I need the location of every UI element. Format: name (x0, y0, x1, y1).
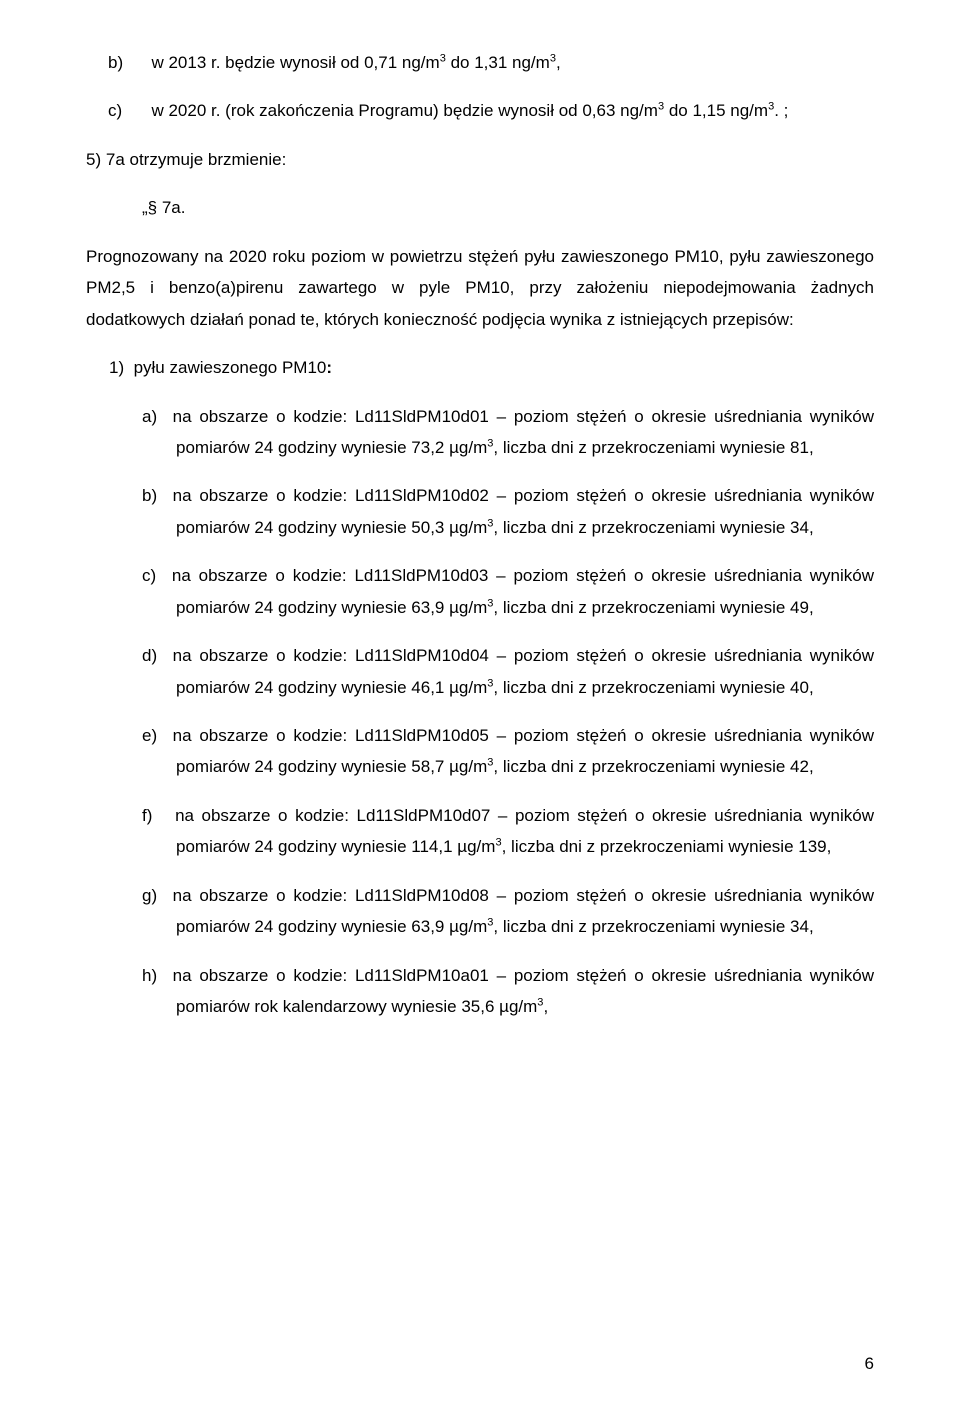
text-b-1: w 2013 r. będzie wynosił od 0,71 ng/m (151, 53, 439, 72)
label-sub-a: a) (142, 407, 157, 426)
item-5: 5) 7a otrzymuje brzmienie: (86, 144, 874, 175)
post-a: , liczba dni z przekroczeniami wyniesie … (493, 438, 813, 457)
post-d: , liczba dni z przekroczeniami wyniesie … (493, 678, 813, 697)
post-c: , liczba dni z przekroczeniami wyniesie … (493, 598, 813, 617)
document-page: b) w 2013 r. będzie wynosił od 0,71 ng/m… (0, 0, 960, 1407)
subitem-d: d) na obszarze o kodzie: Ld11SldPM10d04 … (176, 640, 874, 703)
section-7a-body: Prognozowany na 2020 roku poziom w powie… (86, 241, 874, 335)
text-b-3: , (556, 53, 561, 72)
text-c-3: . ; (774, 101, 788, 120)
label-5: 5) (86, 150, 101, 169)
subitem-a: a) na obszarze o kodzie: Ld11SldPM10d01 … (176, 401, 874, 464)
text-c-1: w 2020 r. (rok zakończenia Programu) będ… (151, 101, 657, 120)
item-c: c) w 2020 r. (rok zakończenia Programu) … (176, 95, 874, 126)
text-5: 7a otrzymuje brzmienie: (106, 150, 286, 169)
colon-1: : (326, 358, 332, 377)
label-sub-g: g) (142, 886, 157, 905)
post-f: , liczba dni z przekroczeniami wyniesie … (502, 837, 832, 856)
subitem-h: h) na obszarze o kodzie: Ld11SldPM10a01 … (176, 960, 874, 1023)
heading-7a: „§ 7a. (142, 198, 185, 217)
section-7a-heading: „§ 7a. (142, 192, 874, 223)
label-sub-c: c) (142, 566, 156, 585)
item-b: b) w 2013 r. będzie wynosił od 0,71 ng/m… (176, 47, 874, 78)
post-h: , (543, 997, 548, 1016)
post-e: , liczba dni z przekroczeniami wyniesie … (493, 757, 813, 776)
subitem-e: e) na obszarze o kodzie: Ld11SldPM10d05 … (176, 720, 874, 783)
post-g: , liczba dni z przekroczeniami wyniesie … (493, 917, 813, 936)
list-item-1: 1) pyłu zawieszonego PM10: (109, 352, 874, 383)
label-1: 1) (109, 358, 124, 377)
label-sub-h: h) (142, 966, 157, 985)
subitem-g: g) na obszarze o kodzie: Ld11SldPM10d08 … (176, 880, 874, 943)
text-c-2: do 1,15 ng/m (664, 101, 768, 120)
label-sub-d: d) (142, 646, 157, 665)
text-1: pyłu zawieszonego PM10 (134, 358, 327, 377)
post-b: , liczba dni z przekroczeniami wyniesie … (493, 518, 813, 537)
subitem-c: c) na obszarze o kodzie: Ld11SldPM10d03 … (176, 560, 874, 623)
subitem-f: f) na obszarze o kodzie: Ld11SldPM10d07 … (176, 800, 874, 863)
label-sub-e: e) (142, 726, 157, 745)
label-sub-f: f) (142, 806, 152, 825)
text-b-2: do 1,31 ng/m (446, 53, 550, 72)
intro-7a: Prognozowany na 2020 roku poziom w powie… (86, 247, 874, 329)
pre-h: na obszarze o kodzie: Ld11SldPM10a01 – p… (173, 966, 874, 1016)
page-number: 6 (865, 1348, 874, 1379)
subitem-b: b) na obszarze o kodzie: Ld11SldPM10d02 … (176, 480, 874, 543)
label-sub-b: b) (142, 486, 157, 505)
